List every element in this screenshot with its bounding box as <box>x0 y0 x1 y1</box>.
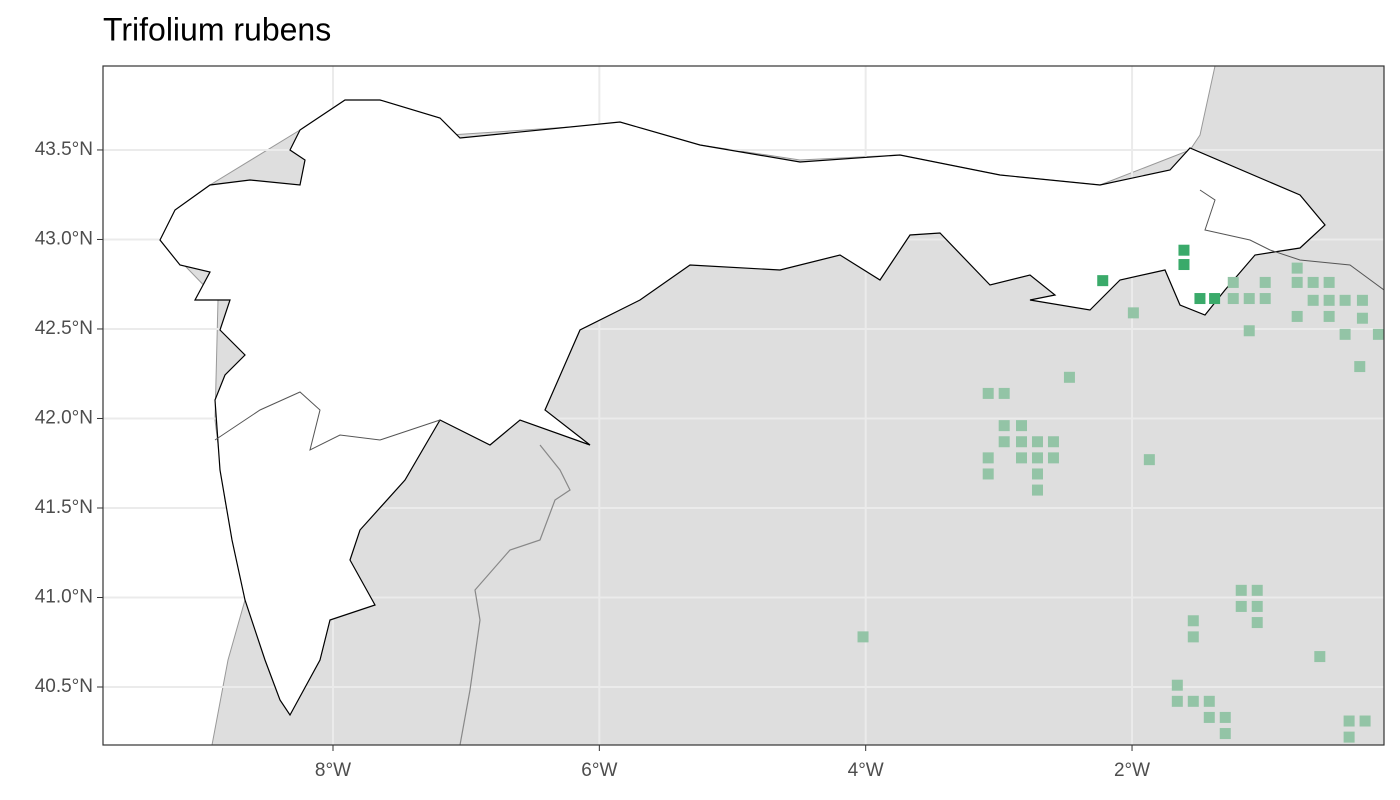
occurrence <box>1259 293 1271 305</box>
y-tick-label: 40.5°N <box>35 676 93 697</box>
occurrence <box>1031 436 1043 448</box>
occurrence <box>1323 310 1335 322</box>
occurrence <box>1063 371 1075 383</box>
occurrence <box>1194 293 1206 305</box>
occurrence <box>1235 600 1247 612</box>
occurrence <box>1143 454 1155 466</box>
occurrence <box>1178 259 1190 271</box>
occurrence <box>1016 436 1028 448</box>
occurrence <box>1235 584 1247 596</box>
occurrence <box>1323 276 1335 288</box>
occurrence <box>1372 328 1384 340</box>
occurrence <box>1291 262 1303 274</box>
occurrence <box>1047 436 1059 448</box>
occurrence <box>982 387 994 399</box>
occurrence <box>1031 452 1043 464</box>
occurrence <box>1047 452 1059 464</box>
occurrence <box>1343 715 1355 727</box>
occurrence <box>1343 731 1355 743</box>
occurrences <box>857 244 1384 743</box>
x-tick-label: 2°W <box>1114 760 1150 781</box>
border <box>459 444 571 745</box>
province-border <box>214 189 1384 451</box>
occurrence <box>1307 294 1319 306</box>
occurrence <box>857 631 869 643</box>
y-tick-label: 41.0°N <box>35 587 93 608</box>
occurrence <box>1097 275 1109 287</box>
y-tick-label: 41.5°N <box>35 497 93 518</box>
x-tick-label: 6°W <box>581 760 617 781</box>
occurrence <box>1187 631 1199 643</box>
occurrence <box>1243 293 1255 305</box>
occurrence <box>1307 276 1319 288</box>
occurrence <box>998 420 1010 432</box>
occurrence <box>1203 695 1215 707</box>
occurrence <box>1356 312 1368 324</box>
occurrence <box>982 452 994 464</box>
occurrence <box>1209 293 1221 305</box>
occurrence <box>1243 325 1255 337</box>
occurrence <box>1187 695 1199 707</box>
y-tick-label: 42.0°N <box>35 407 93 428</box>
occurrence <box>1359 715 1371 727</box>
occurrence <box>1339 294 1351 306</box>
occurrence <box>1171 695 1183 707</box>
y-tick-label: 42.5°N <box>35 318 93 339</box>
y-tick-label: 43.0°N <box>35 228 93 249</box>
occurrence <box>1354 361 1366 373</box>
occurrence <box>1219 711 1231 723</box>
study-area <box>159 99 1326 717</box>
occurrence <box>1016 452 1028 464</box>
occurrence <box>1016 420 1028 432</box>
x-tick-label: 8°W <box>315 760 351 781</box>
occurrence <box>1314 651 1326 663</box>
occurrence <box>1339 328 1351 340</box>
occurrence <box>1251 617 1263 629</box>
occurrence <box>1251 584 1263 596</box>
occurrence <box>1323 294 1335 306</box>
map-title: Trifolium rubens <box>103 11 331 47</box>
occurrence <box>1031 468 1043 480</box>
occurrence <box>1259 276 1271 288</box>
panel <box>103 66 1384 745</box>
occurrence <box>998 436 1010 448</box>
occurrence <box>1251 600 1263 612</box>
y-tick-label: 43.5°N <box>35 139 93 160</box>
occurrence <box>1291 310 1303 322</box>
occurrence <box>1178 244 1190 256</box>
x-tick-label: 4°W <box>848 760 884 781</box>
occurrence <box>1187 615 1199 627</box>
panel-border <box>102 65 1385 746</box>
occurrence <box>1127 307 1139 319</box>
occurrence <box>1291 276 1303 288</box>
occurrence <box>1356 294 1368 306</box>
occurrence <box>1031 484 1043 496</box>
occurrence <box>1227 293 1239 305</box>
occurrence <box>1219 728 1231 740</box>
occurrence <box>1227 276 1239 288</box>
occurrence <box>998 387 1010 399</box>
occurrence <box>1171 679 1183 691</box>
occurrence <box>1203 711 1215 723</box>
occurrence <box>982 468 994 480</box>
